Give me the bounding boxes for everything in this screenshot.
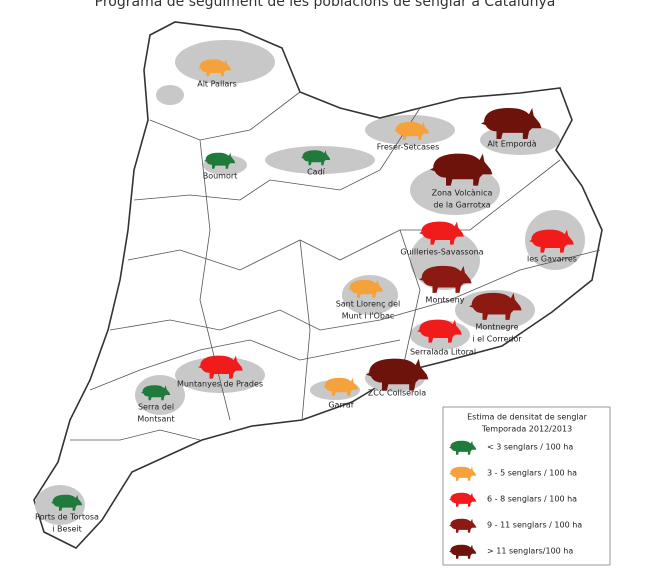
site-label: ZCC Collserola	[368, 389, 426, 398]
site-label: Cadí	[307, 168, 326, 177]
boar-icon	[198, 355, 243, 379]
site-label: Montseny	[426, 296, 465, 305]
boar-icon	[394, 121, 430, 140]
legend-label: 9 - 11 senglars / 100 ha	[487, 521, 582, 530]
boar-icon	[449, 518, 477, 533]
boar-icon	[366, 358, 429, 391]
site-label: Alt Pallars	[197, 80, 237, 89]
site-label: Ports de Tortosa	[35, 513, 99, 522]
boar-icon	[323, 377, 359, 396]
site-label: Montsant	[137, 415, 174, 424]
boar-icon	[430, 153, 493, 186]
site-label: Garraf	[328, 401, 353, 410]
boar-icon	[449, 440, 477, 455]
site-label: i el Corredor	[472, 335, 522, 344]
site-label: Montnegre	[475, 323, 518, 332]
boar-icon	[449, 492, 477, 507]
site-label: Boumort	[203, 172, 238, 181]
boar-icon	[419, 265, 472, 293]
site-label: Munt i l'Obac	[342, 312, 395, 321]
map-title: Programa de seguiment de les poblacions …	[95, 0, 556, 10]
site-label: Muntanyes de Prades	[177, 380, 263, 389]
legend-label: 6 - 8 senglars / 100 ha	[487, 495, 577, 504]
boar-icon	[348, 279, 384, 298]
site-label: Guilleries-Savassona	[400, 248, 483, 257]
boar-icon	[198, 59, 232, 77]
site-label: i Beseit	[52, 525, 82, 534]
site-label: Sant Llorenç del	[336, 300, 401, 309]
legend-label: > 11 senglars/100 ha	[487, 547, 573, 556]
boar-icon	[419, 221, 464, 245]
boar-icon	[417, 319, 462, 343]
site-label: Zona Volcànica	[432, 189, 493, 198]
boar-icon	[481, 108, 542, 140]
boar-icon	[469, 292, 522, 320]
boar-icon	[204, 152, 236, 169]
boar-icon	[529, 229, 574, 253]
site-label: de la Garrotxa	[433, 201, 490, 210]
boar-icon	[51, 494, 83, 511]
boar-icon	[141, 385, 171, 401]
site-label: Freser-Setcases	[377, 143, 440, 152]
legend-label: 3 - 5 senglars / 100 ha	[487, 469, 577, 478]
site-label: Serralada Litoral	[410, 348, 476, 357]
site-label: Alt Empordà	[487, 140, 536, 149]
boar-icon	[449, 544, 477, 559]
legend-label: < 3 senglars / 100 ha	[487, 443, 573, 452]
boar-icon	[301, 150, 331, 166]
legend-title: Estima de densitat de senglar	[467, 413, 587, 422]
legend-box	[442, 406, 611, 566]
site-label: les Gavarres	[527, 255, 577, 264]
legend-title: Temporada 2012/2013	[481, 425, 572, 434]
site-label: Serra del	[138, 403, 174, 412]
boar-icon	[449, 466, 477, 481]
